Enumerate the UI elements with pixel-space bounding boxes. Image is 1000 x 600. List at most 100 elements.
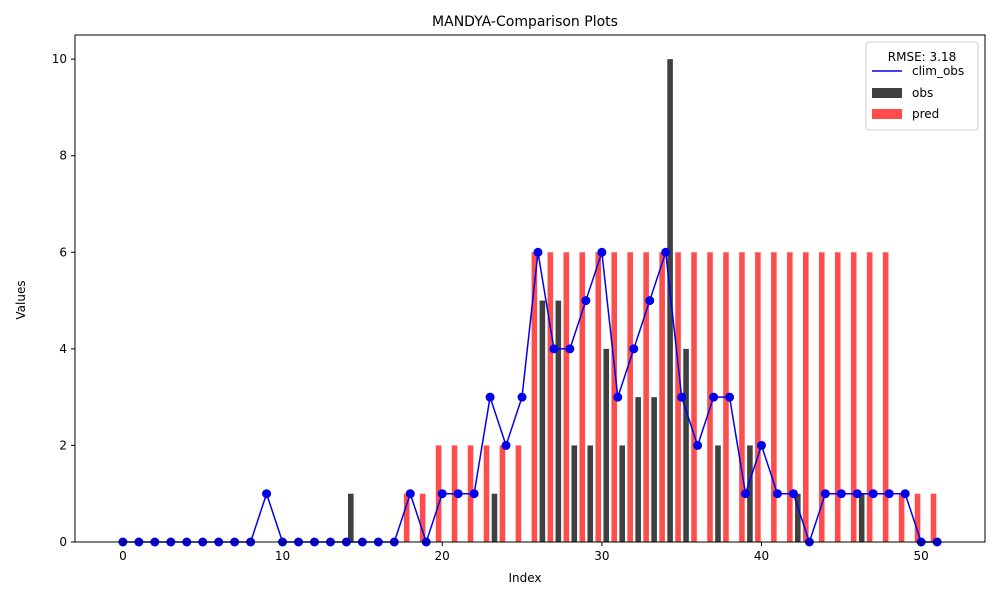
- obs-bar: [635, 397, 641, 542]
- clim-obs-line: [122, 252, 938, 545]
- clim-obs-point: [501, 440, 511, 450]
- pred-bar: [882, 252, 889, 543]
- pred-bar: [787, 252, 793, 543]
- x-tick-label: 0: [119, 549, 127, 563]
- clim-obs-point: [868, 489, 878, 499]
- pred-bar: [419, 493, 426, 542]
- obs-bar: [619, 445, 625, 542]
- plot-area: [74, 34, 986, 547]
- pred-bar: [579, 252, 586, 543]
- obs-bar: [715, 445, 721, 542]
- clim-obs-point: [772, 489, 782, 499]
- clim-obs-point: [788, 489, 798, 499]
- clim-obs-point: [262, 489, 272, 499]
- axes-frame: [74, 34, 986, 543]
- clim-obs-point: [677, 392, 687, 402]
- pred-bar: [739, 252, 745, 543]
- y-axis-label: Values: [14, 280, 28, 319]
- clim-obs-point: [549, 344, 559, 354]
- clim-obs-point: [469, 489, 479, 499]
- pred-bar: [834, 252, 841, 543]
- y-tick-label: 0: [59, 535, 67, 549]
- clim-obs-point: [533, 247, 543, 257]
- pred-bar: [930, 493, 937, 542]
- clim-obs-point: [661, 247, 671, 257]
- clim-obs-point: [900, 489, 910, 499]
- clim-obs-point: [709, 392, 719, 402]
- y-tick-label: 6: [59, 245, 67, 259]
- clim-obs-point: [629, 344, 639, 354]
- clim-obs-point: [597, 247, 607, 257]
- clim-obs-point: [725, 392, 735, 402]
- pred-bar: [866, 252, 873, 543]
- pred-bar: [914, 493, 921, 542]
- clim-obs-point: [405, 489, 415, 499]
- legend-bar-swatch: [872, 109, 902, 119]
- legend-bar-swatch: [872, 88, 902, 98]
- y-tick-label: 10: [52, 52, 67, 66]
- x-tick-label: 50: [913, 549, 928, 563]
- obs-bar: [603, 348, 610, 542]
- obs-bar: [539, 300, 546, 542]
- y-tick-label: 4: [59, 342, 67, 356]
- clim-obs-point: [756, 440, 766, 450]
- clim-obs-point: [581, 296, 591, 306]
- x-tick-label: 10: [275, 549, 290, 563]
- clim-obs-point: [884, 489, 894, 499]
- x-axis: 0 10 20 30 40 50: [119, 542, 929, 563]
- pred-bar: [898, 493, 905, 542]
- obs-bar: [571, 445, 578, 542]
- pred-bar: [803, 252, 809, 543]
- pred-bar: [643, 252, 649, 543]
- x-tick-label: 20: [435, 549, 450, 563]
- clim-obs-point: [693, 440, 703, 450]
- clim-obs-point: [517, 392, 527, 402]
- obs-bar: [491, 493, 498, 542]
- clim-obs-point: [836, 489, 846, 499]
- legend-label: obs: [912, 86, 933, 100]
- pred-bar: [403, 493, 410, 542]
- obs-bar: [587, 445, 594, 542]
- pred-bar: [659, 252, 665, 543]
- y-axis: 0 2 4 6 8 10: [52, 52, 75, 549]
- obs-bar: [795, 493, 801, 542]
- clim-obs-point: [852, 489, 862, 499]
- clim-obs-point: [565, 344, 575, 354]
- pred-bar: [515, 445, 522, 542]
- x-axis-label: Index: [508, 571, 541, 585]
- pred-bar: [531, 252, 538, 543]
- obs-bar: [555, 300, 562, 542]
- clim-obs-point: [453, 489, 463, 499]
- legend-box: [865, 41, 979, 131]
- chart-title: MANDYA-Comparison Plots: [432, 14, 618, 30]
- obs-bar: [348, 493, 354, 542]
- obs-bar: [651, 397, 657, 542]
- pred-bar: [850, 252, 857, 543]
- y-tick-label: 2: [59, 438, 67, 452]
- clim-obs-point: [437, 489, 447, 499]
- legend-label: clim_obs: [912, 64, 964, 78]
- clim-obs-point: [645, 296, 655, 306]
- clim-obs-point: [820, 489, 830, 499]
- pred-bar: [563, 252, 570, 543]
- y-tick-label: 8: [59, 149, 67, 163]
- obs-bar: [858, 493, 865, 542]
- legend-title: RMSE: 3.18: [888, 50, 956, 64]
- clim-obs-point: [613, 392, 623, 402]
- x-tick-label: 30: [594, 549, 609, 563]
- obs-bar: [667, 59, 673, 543]
- clim-obs-point: [741, 489, 751, 499]
- x-tick-label: 40: [754, 549, 769, 563]
- pred-bar: [595, 252, 602, 543]
- pred-bar: [755, 252, 761, 543]
- pred-bar: [771, 252, 777, 543]
- pred-bar: [627, 252, 633, 543]
- obs-bar: [683, 348, 689, 542]
- pred-bar: [691, 252, 697, 543]
- clim-obs-point: [485, 392, 495, 402]
- pred-bar: [818, 252, 825, 543]
- legend-label: pred: [912, 107, 939, 121]
